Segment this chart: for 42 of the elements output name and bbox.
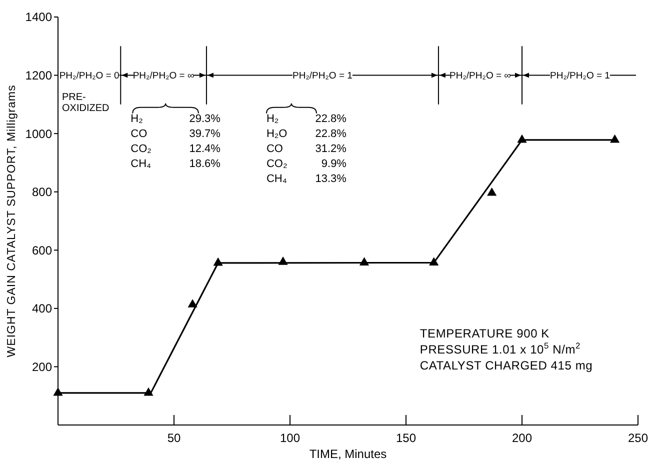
x-tick-label: 250 bbox=[628, 431, 648, 445]
annotation: PH₂/PH₂O = ∞ bbox=[450, 70, 512, 82]
x-tick-label: 200 bbox=[512, 431, 532, 445]
annotation: PH₂/PH₂O = 1 bbox=[550, 70, 610, 82]
point bbox=[53, 387, 63, 396]
text: CO 39.7% bbox=[130, 128, 220, 140]
y-tick-label: 200 bbox=[32, 360, 52, 374]
point bbox=[487, 187, 497, 196]
text: H₂O 22.8% bbox=[266, 128, 346, 140]
point bbox=[188, 299, 198, 308]
point bbox=[144, 387, 154, 396]
x-tick-label: 150 bbox=[396, 431, 416, 445]
annotation: PRE-OXIDIZED bbox=[62, 92, 110, 114]
y-tick-label: 800 bbox=[32, 185, 52, 200]
text: H₂ 22.8% bbox=[266, 112, 346, 125]
text: CO 31.2% bbox=[266, 142, 346, 155]
y-axis-title: WEIGHT GAIN CATALYST SUPPORT, Milligrams bbox=[6, 84, 18, 358]
y-tick-label: 400 bbox=[32, 302, 52, 316]
y-tick-label: 1000 bbox=[25, 126, 52, 141]
text: CO₂ 9.9% bbox=[266, 158, 346, 170]
point bbox=[517, 134, 527, 143]
x-axis-title: TIME, Minutes bbox=[309, 447, 387, 461]
x-tick-label: 100 bbox=[280, 431, 300, 445]
text: H₂ 29.3% bbox=[130, 112, 220, 125]
y-tick-label: 1400 bbox=[25, 10, 52, 24]
annotation: PH₂/PH₂O = 0 bbox=[59, 70, 120, 82]
annotation: PH₂/PH₂O = 1 bbox=[292, 70, 352, 82]
y-tick-label: 1200 bbox=[25, 68, 52, 82]
text: CH₄ 13.3% bbox=[266, 172, 346, 185]
point bbox=[278, 256, 288, 265]
point bbox=[610, 134, 620, 143]
y-tick-label: 600 bbox=[32, 243, 52, 258]
point bbox=[359, 257, 370, 266]
annotation: CATALYST CHARGED 415 mg bbox=[420, 358, 593, 373]
annotation: TEMPERATURE 900 K bbox=[420, 326, 550, 341]
text: CH₄ 18.6% bbox=[130, 158, 220, 170]
x-tick-label: 50 bbox=[167, 431, 181, 445]
point bbox=[429, 257, 439, 266]
point bbox=[213, 257, 223, 266]
text: CO₂ 12.4% bbox=[130, 142, 220, 155]
annotation: PH₂/PH₂O = ∞ bbox=[132, 70, 194, 82]
annotation: PRESSURE 1.01 x 10$^{5}$ N/m$^{2}$ bbox=[420, 340, 581, 357]
